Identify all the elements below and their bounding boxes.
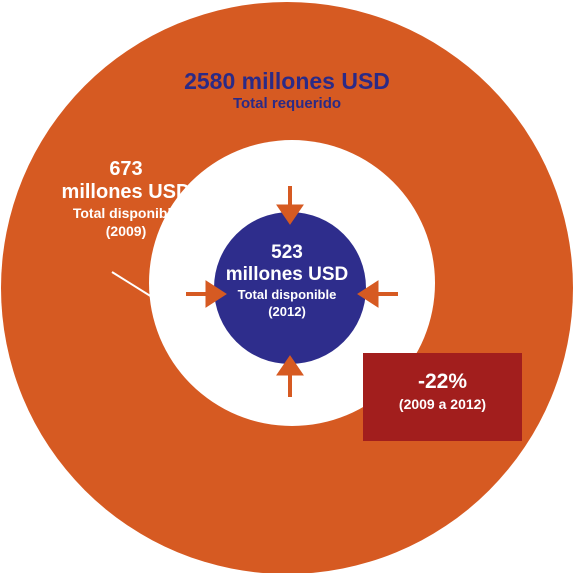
arrow-up-icon	[276, 355, 304, 397]
inner-circle-available-2012	[214, 212, 366, 364]
available-2009-year: (2009)	[105, 223, 147, 240]
arrow-down-icon	[276, 186, 304, 225]
available-2012-caption: Total disponible	[237, 286, 337, 302]
pointer-line-2009	[111, 271, 153, 298]
total-required-amount: 2580 millones USD	[184, 68, 390, 94]
available-2009-caption: Total disponible	[72, 205, 180, 221]
available-2012-unit: millones USD	[225, 263, 349, 285]
arrow-right-icon	[186, 280, 227, 308]
available-2012-number: 523	[271, 242, 303, 263]
available-2012-label: 523 millones USD Total disponible (2012)	[207, 242, 367, 321]
change-period: (2009 a 2012)	[398, 396, 487, 413]
available-2012-year: (2012)	[268, 304, 306, 320]
change-badge: -22% (2009 a 2012)	[363, 353, 522, 441]
available-2009-label: 673 millones USD Total disponible (2009)	[38, 158, 214, 240]
available-2009-unit: millones USD	[61, 181, 191, 203]
change-percent: -22%	[417, 370, 468, 393]
outer-circle-label: 2580 millones USD Total requerido	[112, 68, 462, 113]
arrow-left-icon	[357, 280, 398, 308]
total-required-caption: Total requerido	[232, 95, 342, 113]
available-2009-number: 673	[109, 158, 143, 180]
